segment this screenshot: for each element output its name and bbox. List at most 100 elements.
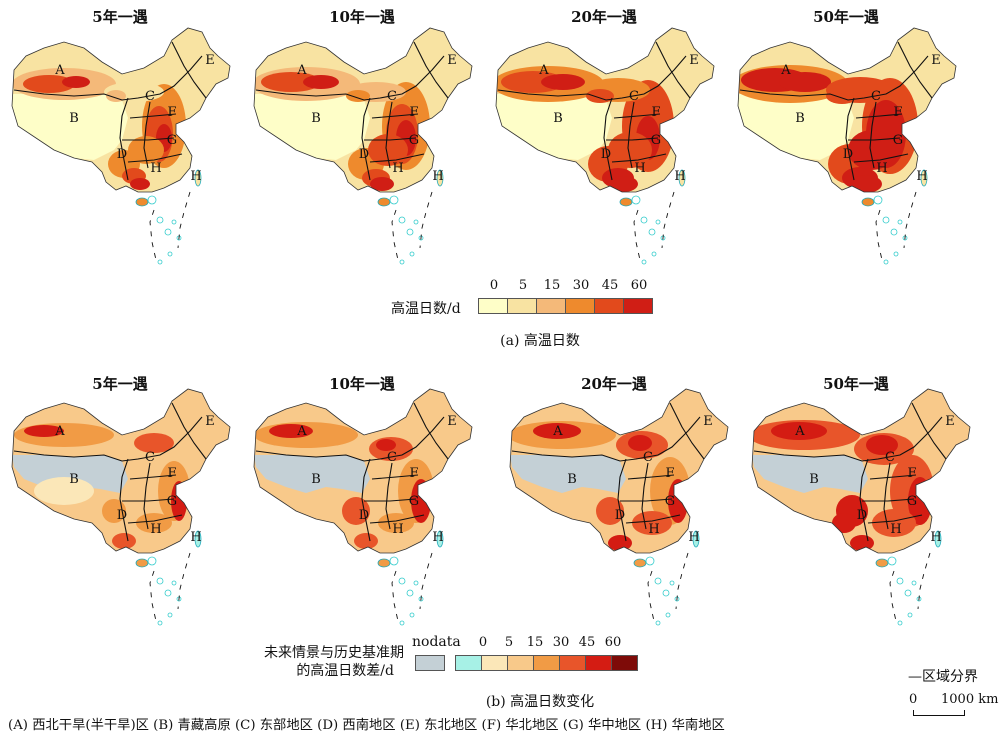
region-label-d: D (615, 508, 625, 523)
sea-island-6 (655, 219, 661, 225)
sea-island-2 (406, 589, 414, 597)
region-boundary-5 (127, 514, 183, 524)
country-outline (509, 388, 729, 554)
region-boundary-0 (497, 55, 687, 101)
region-label-a: A (54, 63, 65, 78)
region-label-c: C (145, 450, 155, 465)
region-label-f: F (907, 466, 916, 481)
region-b-area (12, 94, 128, 160)
legend-b-tick-1: 5 (504, 635, 514, 650)
region-label-a: A (780, 63, 791, 78)
heat-patch-1 (269, 424, 313, 438)
region-boundary-5 (127, 153, 183, 163)
region-boundary-5 (369, 514, 425, 524)
heat-patch-11 (106, 90, 126, 102)
region-label-e: E (945, 414, 955, 429)
legend-a-swatch-5 (623, 298, 653, 314)
region-boundary-6 (911, 402, 947, 460)
heat-patch-9 (130, 178, 150, 190)
sea-island-3 (665, 612, 671, 618)
region-boundary-5 (625, 514, 681, 524)
heat-patch-1 (771, 422, 827, 440)
region-label-f: F (167, 105, 176, 120)
sea-island-1 (156, 216, 164, 224)
region-boundary-3 (627, 474, 675, 480)
region-boundary-2 (143, 101, 151, 169)
maritime-boundary (889, 552, 931, 622)
region-boundary-3 (371, 113, 419, 119)
region-label-b: B (69, 111, 79, 126)
legend-b-swatch-1 (481, 655, 508, 671)
region-boundary-1 (859, 458, 869, 542)
sea-island-0 (887, 556, 897, 566)
sea-island-4 (399, 620, 405, 626)
region-label-h: H (150, 161, 161, 176)
sea-island-4 (399, 259, 405, 265)
legend-a-tick-1: 5 (518, 278, 528, 293)
region-label-f: F (651, 105, 660, 120)
region-boundary-0 (511, 416, 701, 462)
region-boundary-2 (627, 101, 635, 169)
heat-patch-9 (370, 177, 394, 191)
region-boundary-2 (641, 462, 649, 530)
region-label-e: E (931, 53, 941, 68)
sea-island-6 (171, 580, 177, 586)
heat-layer (12, 28, 230, 192)
heat-patch-6 (632, 511, 672, 535)
country-outline (253, 388, 473, 554)
region-boundary-2 (143, 462, 151, 530)
region-label-a: A (54, 424, 65, 439)
sea-island-2 (890, 228, 898, 236)
region-label-d: D (359, 508, 369, 523)
sea-island-6 (413, 580, 419, 586)
region-label-h: H (648, 522, 659, 537)
heat-patch-2 (779, 72, 831, 92)
region-boundary-1 (119, 97, 129, 181)
region-label-a: A (296, 63, 307, 78)
legend-a-tick-0: 0 (489, 278, 499, 293)
scale-zero: 0 (909, 692, 918, 707)
region-boundary-4 (364, 498, 417, 502)
country-outline (495, 27, 715, 193)
region-label-g: G (651, 133, 661, 148)
taiwan-island (678, 169, 686, 187)
country-outline (11, 27, 231, 193)
region-label-g: G (893, 133, 903, 148)
region-boundary-6 (655, 41, 691, 99)
heat-patch-8 (354, 533, 378, 549)
maritime-boundary (633, 191, 675, 261)
sea-island-2 (662, 589, 670, 597)
region-boundary-6 (171, 402, 207, 460)
region-boundary-4 (606, 137, 659, 141)
region-boundary-2 (883, 462, 891, 530)
region-label-h: H (930, 530, 941, 545)
legend-b-swatch-6 (611, 655, 638, 671)
heat-patch-5 (136, 513, 172, 533)
heat-patch-1 (533, 423, 581, 439)
sea-island-6 (911, 580, 917, 586)
region-label-c: C (643, 450, 653, 465)
region-boundary-3 (129, 474, 177, 480)
legend-b-nodata-label: nodata (412, 634, 461, 650)
region-boundary-6 (669, 402, 705, 460)
sea-island-4 (897, 620, 903, 626)
legend-b-tick-3: 30 (552, 635, 570, 650)
taiwan-island (436, 169, 444, 187)
region-label-h: H (634, 161, 645, 176)
region-boundary-4 (862, 498, 915, 502)
region-boundary-1 (361, 458, 371, 542)
heat-patch-6 (872, 509, 916, 537)
region-label-e: E (703, 414, 713, 429)
region-boundary-5 (611, 153, 667, 163)
region-boundary-2 (385, 462, 393, 530)
panel-b-title-3: 20年一遇 (581, 375, 647, 393)
sea-island-6 (669, 580, 675, 586)
panel-b-title-2: 10年一遇 (329, 375, 395, 393)
region-label-c: C (145, 89, 155, 104)
sea-island-1 (398, 577, 406, 585)
heat-patch-9 (610, 176, 638, 192)
